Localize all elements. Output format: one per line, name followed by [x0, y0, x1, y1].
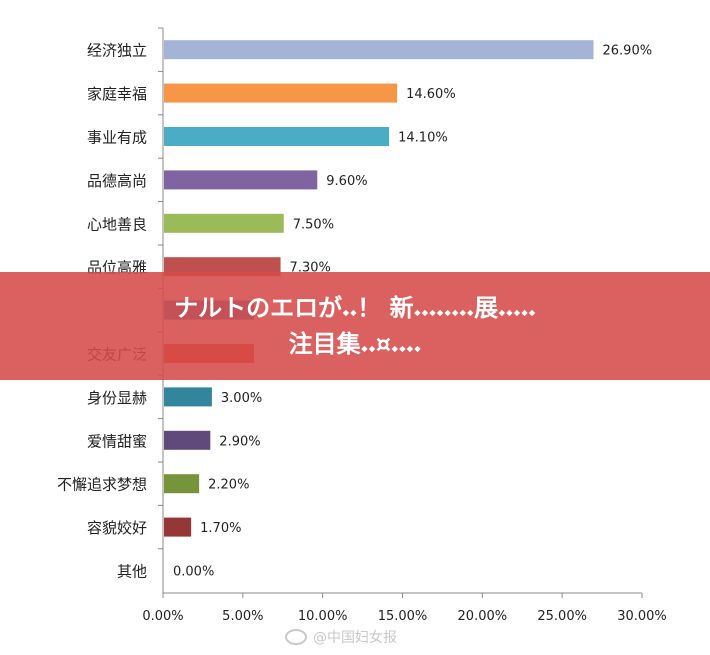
value-label: 14.10%: [398, 131, 448, 146]
bar: [164, 213, 284, 233]
x-tick-label: 0.00%: [142, 609, 183, 624]
bar: [164, 430, 211, 450]
category-label: 家庭幸福: [87, 85, 147, 103]
weibo-icon: [285, 629, 307, 645]
banner-line-1: ナルトのエロが𝆺𝆺！ 新𝆺𝆺𝆺𝆺𝆺𝆺𝆺𝆺展𝆺𝆺𝆺𝆺𝆺: [174, 294, 536, 322]
category-label: 不懈追求梦想: [57, 476, 147, 494]
bar: [164, 40, 594, 60]
bar: [164, 127, 390, 146]
x-tick-label: 25.00%: [537, 609, 587, 624]
bar: [164, 257, 281, 277]
x-tick-label: 20.00%: [458, 609, 508, 624]
category-label: 其他: [117, 563, 147, 581]
category-label: 爱情甜蜜: [87, 432, 147, 450]
value-label: 26.90%: [603, 44, 653, 59]
banner-line-2: 注目集𝆺𝆺¤𝆺𝆺𝆺𝆺: [288, 330, 422, 358]
category-label: 心地善良: [87, 215, 147, 233]
value-label: 9.60%: [326, 174, 367, 189]
category-label: 经济独立: [87, 42, 147, 60]
overlay-banner: ナルトのエロが𝆺𝆺！ 新𝆺𝆺𝆺𝆺𝆺𝆺𝆺𝆺展𝆺𝆺𝆺𝆺𝆺 注目集𝆺𝆺¤𝆺𝆺𝆺𝆺: [0, 272, 710, 380]
category-label: 品德高尚: [87, 172, 147, 190]
watermark-text: @中国妇女报: [313, 630, 397, 646]
value-label: 2.20%: [208, 478, 249, 493]
category-label: 身份显赫: [87, 389, 147, 407]
value-label: 0.00%: [173, 565, 214, 580]
bar: [164, 517, 192, 537]
bar: [164, 474, 200, 494]
value-label: 2.90%: [219, 434, 260, 449]
value-label: 3.00%: [221, 391, 262, 406]
category-label: 容貌姣好: [87, 519, 147, 537]
bar: [164, 170, 318, 190]
bar: [164, 83, 398, 103]
x-tick-label: 30.00%: [617, 609, 667, 624]
x-tick-label: 15.00%: [378, 609, 428, 624]
watermark: @中国妇女报: [285, 627, 435, 647]
x-tick-label: 5.00%: [222, 609, 263, 624]
axis-layer: 0.00% 5.00% 10.00% 15.00% 20.00% 25.00% 30.00%: [142, 27, 667, 624]
value-label: 14.60%: [406, 87, 456, 102]
value-label: 7.30%: [290, 261, 331, 276]
category-label: 事业有成: [87, 129, 147, 147]
bar: [164, 387, 212, 407]
x-tick-label: 10.00%: [298, 609, 348, 624]
value-label: 7.50%: [293, 217, 334, 232]
value-label: 1.70%: [200, 521, 241, 536]
